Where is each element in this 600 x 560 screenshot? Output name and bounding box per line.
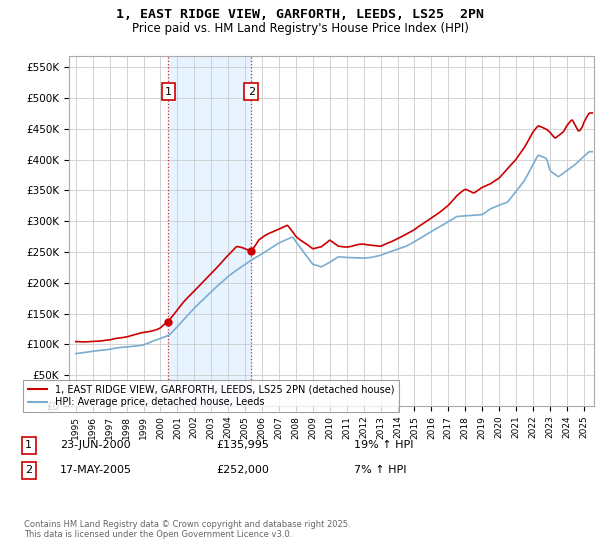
Text: 7% ↑ HPI: 7% ↑ HPI: [354, 465, 407, 475]
Text: Price paid vs. HM Land Registry's House Price Index (HPI): Price paid vs. HM Land Registry's House …: [131, 22, 469, 35]
Text: 1, EAST RIDGE VIEW, GARFORTH, LEEDS, LS25  2PN: 1, EAST RIDGE VIEW, GARFORTH, LEEDS, LS2…: [116, 8, 484, 21]
Text: £252,000: £252,000: [216, 465, 269, 475]
Legend: 1, EAST RIDGE VIEW, GARFORTH, LEEDS, LS25 2PN (detached house), HPI: Average pri: 1, EAST RIDGE VIEW, GARFORTH, LEEDS, LS2…: [23, 380, 400, 412]
Text: 1: 1: [165, 87, 172, 97]
Text: Contains HM Land Registry data © Crown copyright and database right 2025.
This d: Contains HM Land Registry data © Crown c…: [24, 520, 350, 539]
Text: £135,995: £135,995: [216, 440, 269, 450]
Text: 1: 1: [25, 440, 32, 450]
Text: 19% ↑ HPI: 19% ↑ HPI: [354, 440, 413, 450]
Text: 23-JUN-2000: 23-JUN-2000: [60, 440, 131, 450]
Bar: [169, 56, 251, 406]
Text: 2: 2: [248, 87, 255, 97]
Text: 2: 2: [25, 465, 32, 475]
Text: 17-MAY-2005: 17-MAY-2005: [60, 465, 132, 475]
